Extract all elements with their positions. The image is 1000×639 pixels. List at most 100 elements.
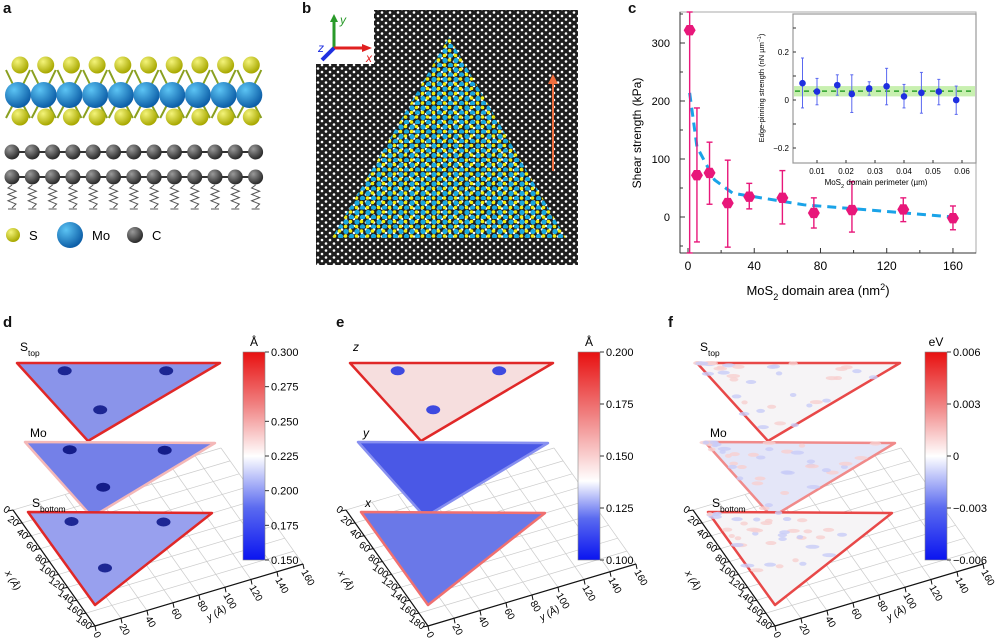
y-tick-3d	[454, 618, 455, 623]
molybdenum-atom	[211, 82, 237, 108]
molybdenum-atom	[185, 82, 211, 108]
noise-patch	[822, 468, 831, 472]
inset-y-tick-label: −0.2	[773, 144, 789, 153]
noise-patch	[741, 400, 747, 404]
y-tick-3d	[506, 603, 507, 608]
spring-icon	[28, 185, 36, 208]
legend-label: S	[29, 228, 38, 243]
y-tick-label-3d: 60	[501, 607, 516, 623]
noise-patch	[822, 553, 836, 557]
x-tick-label-3d: 20	[338, 514, 354, 530]
axis-label-y: y	[339, 13, 347, 27]
data-point-3	[722, 198, 734, 208]
spring-icon	[150, 185, 158, 208]
sulfur-atom	[12, 57, 29, 74]
noise-patch	[737, 465, 747, 469]
spring-icon	[191, 185, 199, 208]
noise-patch	[725, 454, 732, 458]
axis-label-z: z	[317, 41, 324, 55]
sulfur-atom	[140, 57, 157, 74]
x-axis-label-3d: x (Å)	[335, 567, 357, 593]
carbon-atom	[65, 145, 80, 160]
noise-patch	[726, 374, 740, 378]
data-point-4	[743, 192, 755, 202]
molybdenum-atom	[236, 82, 262, 108]
inset-x-tick-label: 0.02	[838, 167, 854, 176]
inset-data-point-0	[799, 80, 806, 87]
y-tick-3d	[532, 595, 533, 600]
y-tick-label-3d: 20	[449, 622, 464, 638]
data-point-7	[846, 205, 858, 215]
noise-patch	[833, 376, 842, 380]
noise-patch	[791, 423, 799, 427]
inset-x-tick-label: 0.06	[954, 167, 970, 176]
y-tick-label-3d: 160	[298, 568, 316, 588]
carbon-atom	[147, 170, 162, 185]
colorbar	[243, 352, 265, 560]
y-tick-3d	[225, 587, 226, 592]
sulfur-atom	[37, 109, 54, 126]
noise-patch	[807, 485, 820, 489]
noise-patch	[718, 371, 730, 375]
x-tick-label: 80	[814, 259, 828, 273]
x-tick-label-3d: 60	[703, 540, 719, 556]
colorbar-tick-label: 0.275	[271, 382, 299, 394]
colorbar-tick-label: 0.175	[606, 399, 634, 411]
carbon-atom	[25, 170, 40, 185]
x-axis-label-3d: x (Å)	[682, 567, 704, 593]
inset-data-point-2	[834, 82, 841, 89]
sulfur-atom	[217, 57, 234, 74]
layer-label-2: x	[364, 496, 372, 510]
y-tick-3d	[428, 626, 429, 631]
noise-patch	[805, 464, 819, 468]
y-tick-label-3d: 140	[605, 576, 623, 596]
inset-x-tick-label: 0.03	[867, 167, 883, 176]
y-tick-3d	[636, 564, 637, 569]
noise-patch	[750, 568, 763, 572]
axis-label-x: x	[365, 51, 373, 65]
noise-patch	[805, 545, 819, 549]
noise-patch	[799, 562, 806, 566]
y-tick-label-3d: 140	[272, 576, 290, 596]
colorbar-tick-label: 0.006	[953, 347, 981, 359]
hotspot	[157, 518, 171, 527]
carbon-atom	[45, 170, 60, 185]
noise-patch	[746, 528, 760, 532]
inset-y-axis-label: Edge-pinning strength (nN µm−1)	[757, 33, 766, 142]
spring-icon	[69, 185, 77, 208]
noise-patch	[783, 517, 791, 521]
noise-patch	[695, 361, 708, 365]
noise-patch	[752, 481, 764, 485]
noise-patch	[755, 476, 766, 480]
y-tick-3d	[905, 587, 906, 592]
y-tick-label-3d: 160	[631, 568, 649, 588]
panel-f-3d-map: 0204060801001201401601800 20406080 100 120 1…	[681, 335, 997, 639]
noise-patch	[839, 462, 853, 466]
x-tick-label-3d: 40	[14, 527, 30, 543]
y-tick-label-3d: 20	[796, 622, 811, 638]
panel-a-structure: S Mo C	[5, 57, 264, 249]
noise-patch	[729, 462, 738, 466]
noise-patch	[778, 533, 787, 537]
layer-label-1: y	[362, 426, 370, 440]
inset-y-tick-label: 0.2	[778, 48, 790, 57]
y-tick-3d	[801, 618, 802, 623]
carbon-atom	[126, 145, 141, 160]
hotspot	[96, 483, 110, 492]
y-tick-label: 200	[652, 96, 670, 108]
noise-patch	[707, 512, 713, 516]
noise-patch	[735, 536, 742, 540]
noise-patch	[722, 528, 732, 532]
noise-patch	[765, 503, 773, 507]
spring-icon	[89, 185, 97, 208]
noise-patch	[702, 372, 714, 376]
spring-icon	[49, 185, 57, 208]
noise-patch	[736, 476, 743, 480]
noise-patch	[718, 447, 731, 451]
spring-icon	[8, 185, 16, 208]
molybdenum-atom	[134, 82, 160, 108]
noise-patch	[703, 441, 710, 445]
noise-patch	[756, 409, 765, 413]
molybdenum-atom	[56, 82, 82, 108]
colorbar-tick-label: 0.150	[271, 555, 299, 567]
